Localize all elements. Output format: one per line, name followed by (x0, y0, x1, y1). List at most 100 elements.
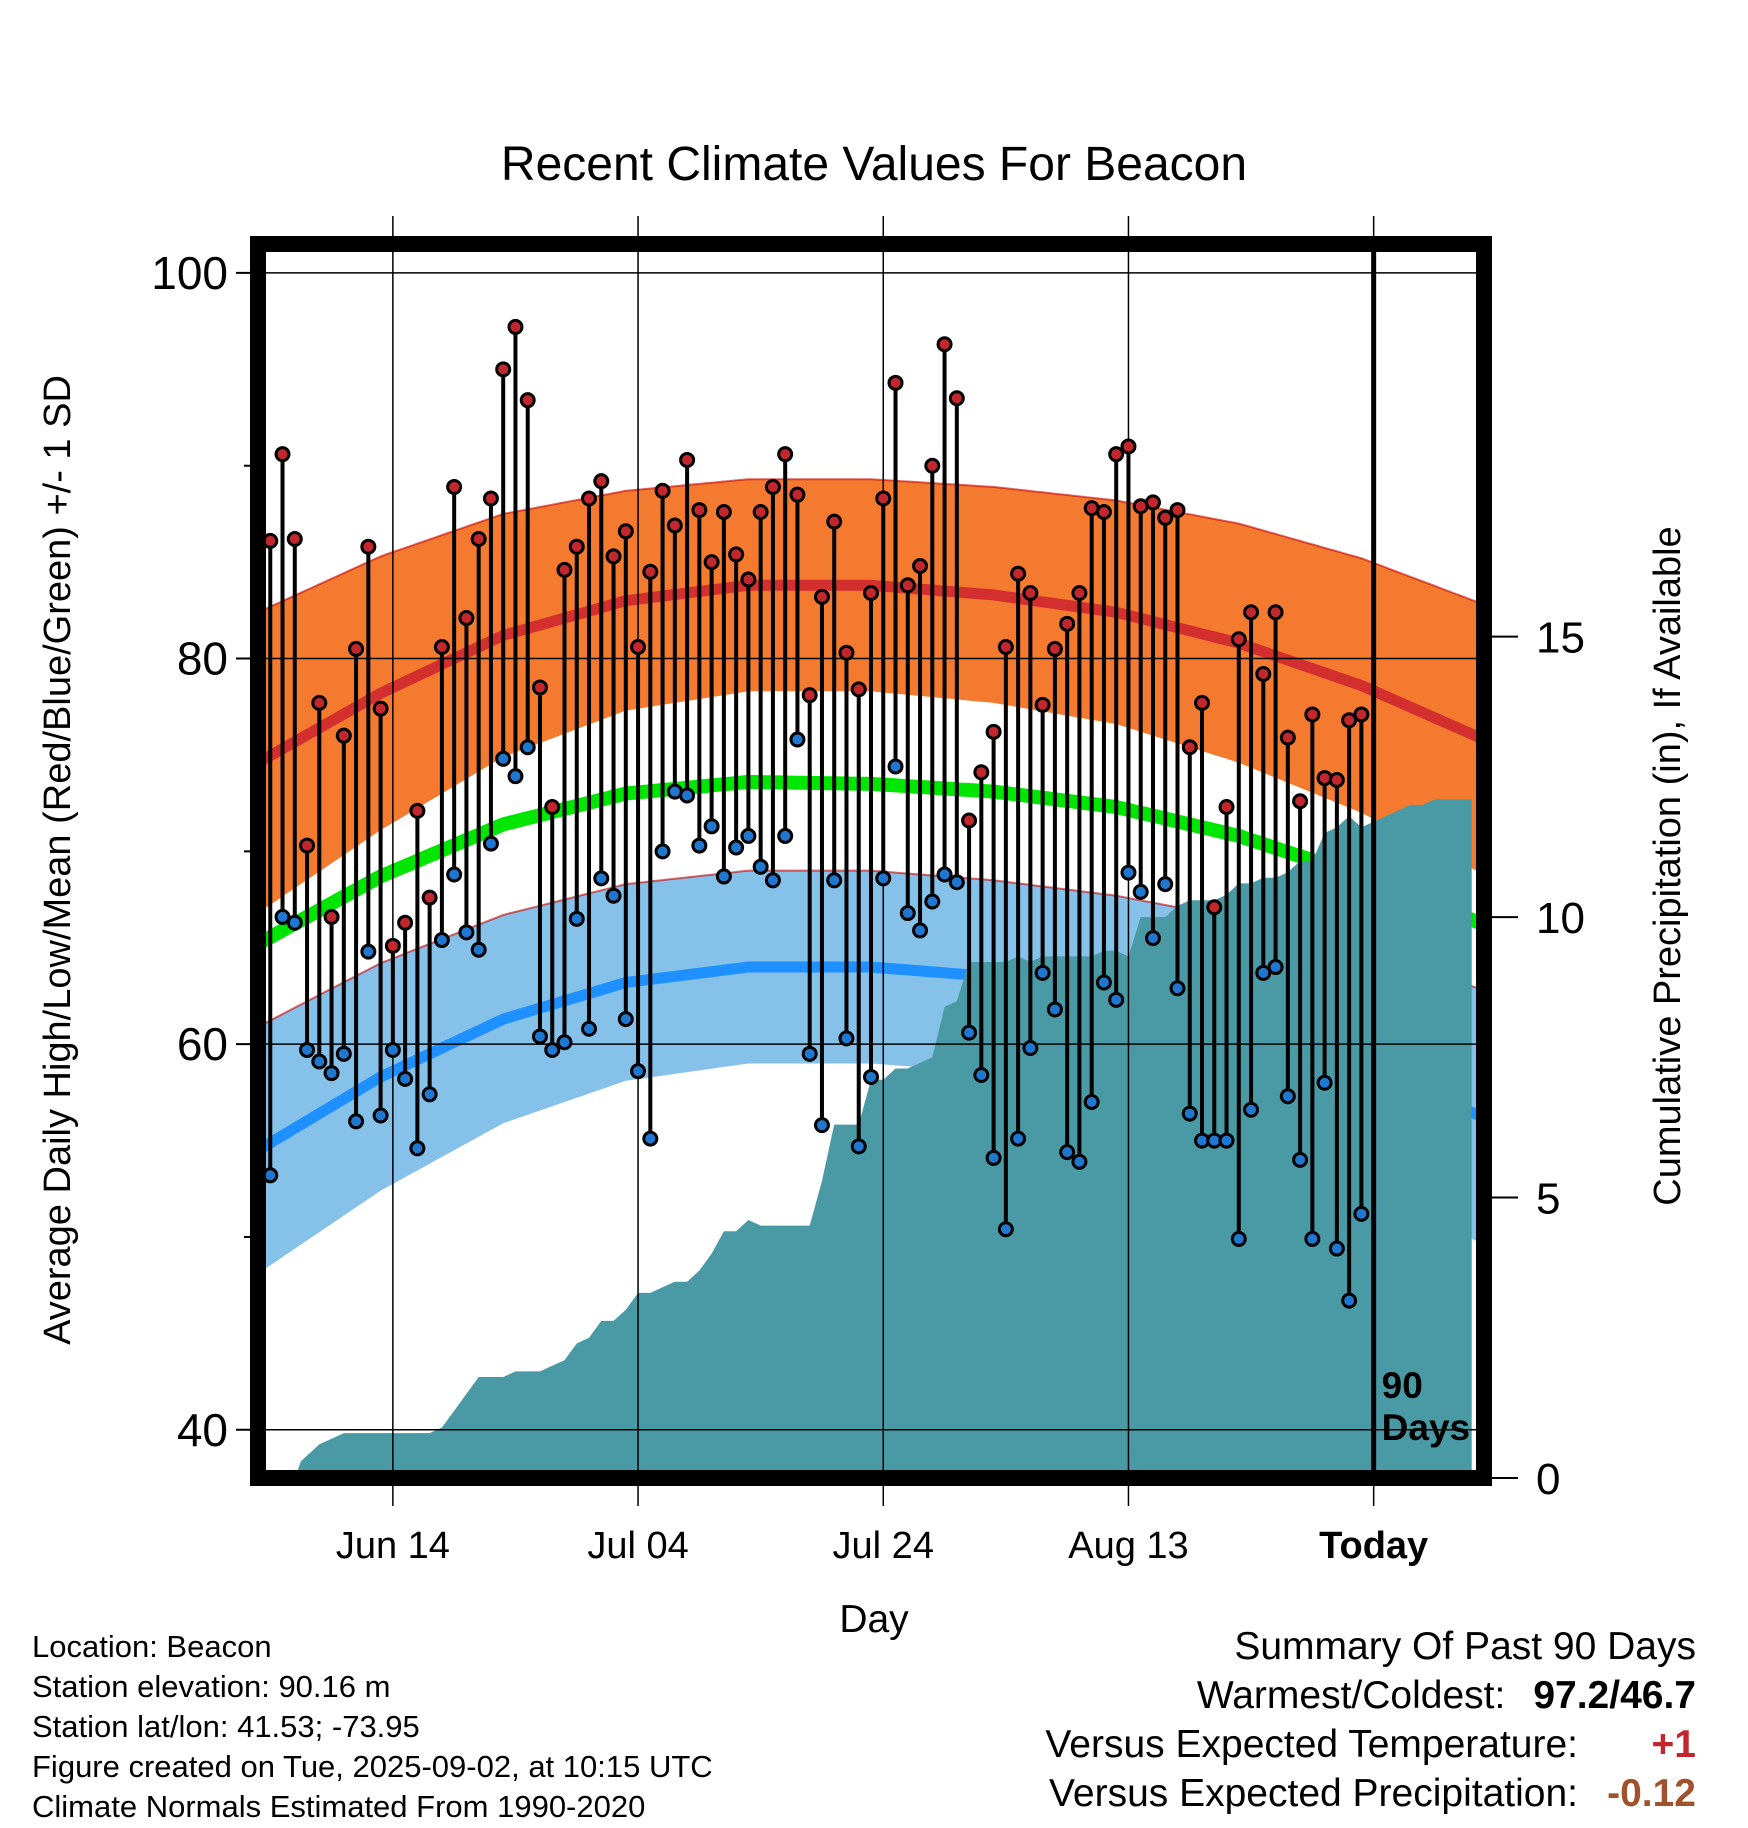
x-tick-label: Today (1319, 1525, 1428, 1567)
chart-title: Recent Climate Values For Beacon (501, 138, 1247, 191)
high-point (740, 571, 757, 588)
low-point (1169, 980, 1186, 997)
low-point (470, 941, 487, 958)
high-point (286, 531, 303, 548)
low-point (519, 739, 536, 756)
y-tick-label: 40 (177, 1404, 228, 1456)
low-point (348, 1113, 365, 1130)
low-point (581, 1020, 598, 1037)
high-point (1108, 446, 1125, 463)
precip-value: -0.12 (1607, 1772, 1696, 1815)
high-point (360, 538, 377, 555)
low-point (1157, 876, 1174, 893)
low-point (1255, 964, 1272, 981)
latlon-text: Station lat/lon: 41.53; -73.95 (32, 1709, 420, 1744)
warmest-coldest-row: Warmest/Coldest: 97.2/46.7 (1045, 1671, 1696, 1720)
low-point (1328, 1240, 1345, 1257)
high-point (397, 914, 414, 931)
high-point (1194, 694, 1211, 711)
low-point (397, 1070, 414, 1087)
low-point (568, 910, 585, 927)
y2-tick-label: 10 (1536, 894, 1585, 943)
low-point (544, 1041, 561, 1058)
precip-label: Versus Expected Precipitation: (1049, 1772, 1578, 1815)
low-point (1059, 1144, 1076, 1161)
low-point (1267, 959, 1284, 976)
low-point (311, 1053, 328, 1070)
high-point (764, 478, 781, 495)
low-point (1022, 1040, 1039, 1057)
high-point (752, 504, 769, 521)
high-point (531, 679, 548, 696)
low-point (274, 908, 291, 925)
high-point (495, 361, 512, 378)
high-point (617, 523, 634, 540)
low-point (924, 893, 941, 910)
high-point (1181, 739, 1198, 756)
high-point (703, 554, 720, 571)
elevation-text: Station elevation: 90.16 m (32, 1669, 391, 1704)
low-point (948, 874, 965, 891)
low-point (1034, 964, 1051, 981)
y2-tick-label: 5 (1536, 1175, 1560, 1224)
low-point (507, 768, 524, 785)
high-point (1255, 665, 1272, 682)
low-point (1132, 883, 1149, 900)
low-point (789, 731, 806, 748)
high-point (1206, 899, 1223, 916)
low-point (482, 835, 499, 852)
low-point (777, 827, 794, 844)
y-tick-label: 100 (151, 247, 228, 299)
low-point (875, 870, 892, 887)
high-point (544, 799, 561, 816)
high-point (507, 318, 524, 335)
high-point (1243, 604, 1260, 621)
high-point (311, 694, 328, 711)
high-point (642, 563, 659, 580)
low-point (961, 1024, 978, 1041)
low-point (850, 1138, 867, 1155)
high-point (1304, 706, 1321, 723)
low-point (1095, 974, 1112, 991)
low-point (1010, 1130, 1027, 1147)
temp-label: Versus Expected Temperature: (1045, 1723, 1578, 1766)
warmest-value: 97.2 (1533, 1674, 1610, 1717)
x-tick-label: Jun 14 (336, 1525, 450, 1567)
high-point (1157, 509, 1174, 526)
low-point (997, 1221, 1014, 1238)
y2-tick-label: 15 (1536, 614, 1585, 663)
low-point (1353, 1205, 1370, 1222)
low-point (715, 868, 732, 885)
low-point (286, 914, 303, 931)
high-point (1279, 729, 1296, 746)
low-point (801, 1045, 818, 1062)
low-point (728, 839, 745, 856)
low-point (703, 818, 720, 835)
plot-area: 40 60 80 100 0 5 10 15 Jun 14 Jul 04 Jul 24 Aug 13 T… (151, 216, 1585, 1567)
high-point (1022, 584, 1039, 601)
high-point (421, 889, 438, 906)
low-point (384, 1041, 401, 1058)
low-point (838, 1030, 855, 1047)
high-point (838, 644, 855, 661)
high-point (1095, 504, 1112, 521)
high-point (948, 390, 965, 407)
low-point (679, 787, 696, 804)
location-text: Location: Beacon (32, 1629, 272, 1664)
high-point (654, 482, 671, 499)
low-point (605, 887, 622, 904)
low-point (1243, 1101, 1260, 1118)
high-point (348, 640, 365, 657)
high-point (936, 336, 953, 353)
x-axis-label: Day (839, 1598, 909, 1641)
low-point (593, 870, 610, 887)
low-point (360, 943, 377, 960)
y-tick-label: 80 (177, 633, 228, 685)
warmest-coldest-value: 97.2/46.7 (1533, 1674, 1696, 1717)
low-point (446, 866, 463, 883)
high-point (863, 584, 879, 601)
high-point (1230, 631, 1247, 648)
high-point (446, 478, 463, 495)
coldest-value: 46.7 (1620, 1674, 1696, 1717)
high-point (801, 687, 818, 704)
